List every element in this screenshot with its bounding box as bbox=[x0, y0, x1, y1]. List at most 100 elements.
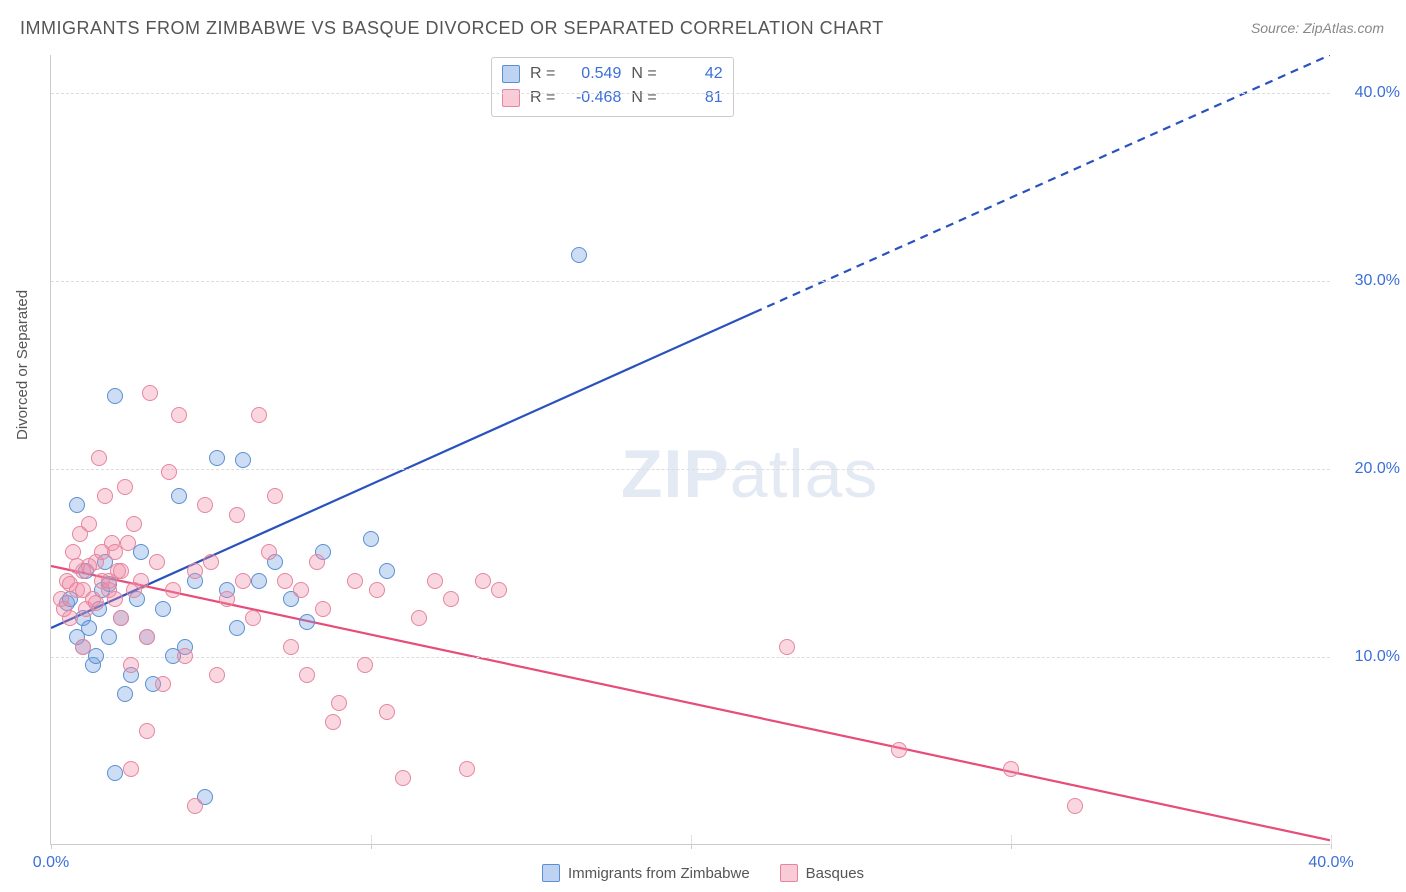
scatter-point bbox=[126, 582, 142, 598]
scatter-point bbox=[171, 488, 187, 504]
legend-item-blue: Immigrants from Zimbabwe bbox=[542, 864, 750, 882]
scatter-point bbox=[113, 610, 129, 626]
scatter-point bbox=[88, 648, 104, 664]
y-tick-label: 30.0% bbox=[1340, 272, 1400, 290]
scatter-point bbox=[149, 554, 165, 570]
scatter-point bbox=[81, 558, 97, 574]
scatter-point bbox=[97, 488, 113, 504]
scatter-point bbox=[427, 573, 443, 589]
source-attribution: Source: ZipAtlas.com bbox=[1251, 20, 1384, 36]
scatter-point bbox=[309, 554, 325, 570]
scatter-point bbox=[209, 667, 225, 683]
scatter-point bbox=[203, 554, 219, 570]
scatter-point bbox=[277, 573, 293, 589]
scatter-point bbox=[117, 686, 133, 702]
scatter-point bbox=[187, 563, 203, 579]
gridline-h bbox=[51, 93, 1330, 94]
scatter-point bbox=[69, 497, 85, 513]
chart-title: IMMIGRANTS FROM ZIMBABWE VS BASQUE DIVOR… bbox=[20, 18, 884, 39]
trend-line bbox=[51, 312, 754, 628]
y-axis-label: Divorced or Separated bbox=[14, 290, 31, 440]
scatter-point bbox=[891, 742, 907, 758]
scatter-point bbox=[325, 714, 341, 730]
scatter-point bbox=[155, 676, 171, 692]
scatter-point bbox=[139, 723, 155, 739]
scatter-point bbox=[379, 704, 395, 720]
scatter-point bbox=[267, 488, 283, 504]
scatter-point bbox=[395, 770, 411, 786]
scatter-point bbox=[161, 464, 177, 480]
scatter-point bbox=[315, 601, 331, 617]
bottom-legend: Immigrants from Zimbabwe Basques bbox=[0, 864, 1406, 882]
scatter-point bbox=[293, 582, 309, 598]
stats-n-value-pink: 81 bbox=[667, 86, 723, 110]
scatter-point bbox=[126, 516, 142, 532]
scatter-point bbox=[81, 620, 97, 636]
scatter-point bbox=[139, 629, 155, 645]
scatter-point bbox=[357, 657, 373, 673]
scatter-point bbox=[120, 535, 136, 551]
scatter-point bbox=[235, 573, 251, 589]
stats-swatch-blue bbox=[502, 65, 520, 83]
scatter-point bbox=[331, 695, 347, 711]
stats-r-label-blue: R = bbox=[530, 62, 555, 86]
scatter-point bbox=[299, 614, 315, 630]
scatter-point bbox=[379, 563, 395, 579]
watermark: ZIPatlas bbox=[621, 435, 878, 513]
legend-label-pink: Basques bbox=[806, 865, 864, 882]
legend-item-pink: Basques bbox=[780, 864, 864, 882]
scatter-point bbox=[107, 765, 123, 781]
scatter-point bbox=[251, 407, 267, 423]
stats-r-value-pink: -0.468 bbox=[565, 86, 621, 110]
scatter-point bbox=[283, 639, 299, 655]
chart-container: IMMIGRANTS FROM ZIMBABWE VS BASQUE DIVOR… bbox=[0, 0, 1406, 892]
scatter-point bbox=[123, 657, 139, 673]
scatter-point bbox=[142, 385, 158, 401]
scatter-point bbox=[299, 667, 315, 683]
scatter-point bbox=[209, 450, 225, 466]
trend-line bbox=[51, 566, 1330, 840]
scatter-point bbox=[1067, 798, 1083, 814]
scatter-point bbox=[571, 247, 587, 263]
scatter-point bbox=[229, 507, 245, 523]
scatter-point bbox=[107, 388, 123, 404]
stats-r-value-blue: 0.549 bbox=[565, 62, 621, 86]
scatter-point bbox=[133, 544, 149, 560]
scatter-point bbox=[117, 479, 133, 495]
scatter-point bbox=[75, 582, 91, 598]
scatter-point bbox=[75, 639, 91, 655]
stats-legend: R = 0.549 N = 42 R = -0.468 N = 81 bbox=[491, 57, 734, 117]
x-tick-mark bbox=[51, 844, 52, 849]
trend-lines-svg bbox=[51, 55, 1330, 844]
stats-row-blue: R = 0.549 N = 42 bbox=[502, 62, 723, 86]
gridline-h bbox=[51, 469, 1330, 470]
scatter-point bbox=[245, 610, 261, 626]
scatter-point bbox=[363, 531, 379, 547]
stats-n-value-blue: 42 bbox=[667, 62, 723, 86]
stats-r-label-pink: R = bbox=[530, 86, 555, 110]
x-tick-mark bbox=[691, 844, 692, 849]
scatter-point bbox=[459, 761, 475, 777]
legend-swatch-pink bbox=[780, 864, 798, 882]
scatter-point bbox=[229, 620, 245, 636]
scatter-point bbox=[187, 798, 203, 814]
scatter-point bbox=[1003, 761, 1019, 777]
scatter-point bbox=[165, 582, 181, 598]
scatter-point bbox=[369, 582, 385, 598]
gridline-h bbox=[51, 281, 1330, 282]
scatter-point bbox=[171, 407, 187, 423]
scatter-point bbox=[261, 544, 277, 560]
scatter-point bbox=[347, 573, 363, 589]
scatter-point bbox=[155, 601, 171, 617]
x-tick-mark bbox=[1331, 844, 1332, 849]
scatter-point bbox=[177, 648, 193, 664]
scatter-point bbox=[219, 591, 235, 607]
watermark-light: atlas bbox=[730, 436, 879, 512]
scatter-point bbox=[81, 516, 97, 532]
scatter-point bbox=[113, 563, 129, 579]
scatter-point bbox=[251, 573, 267, 589]
scatter-point bbox=[779, 639, 795, 655]
scatter-point bbox=[91, 450, 107, 466]
plot-area: ZIPatlas R = 0.549 N = 42 R = -0.468 N =… bbox=[50, 55, 1330, 845]
x-tick-mark bbox=[371, 844, 372, 849]
